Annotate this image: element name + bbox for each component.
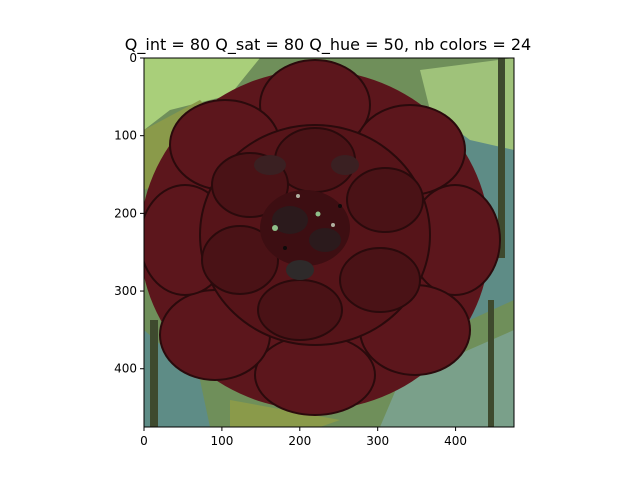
petal xyxy=(254,334,376,416)
inner-petal xyxy=(257,279,343,341)
stamen-speck xyxy=(331,223,335,227)
y-tick-label: 300 xyxy=(114,284,137,298)
y-tick-label: 100 xyxy=(114,129,137,143)
inner-petal xyxy=(346,167,424,233)
axes-frame xyxy=(143,57,515,428)
stamen-speck xyxy=(338,204,342,208)
y-tick-label: 400 xyxy=(114,362,137,376)
teal-region-bottom-left xyxy=(144,330,210,427)
inner-petal xyxy=(201,225,279,295)
light-leaf-right xyxy=(420,58,514,150)
stamen-speck xyxy=(296,194,300,198)
x-tick-label: 300 xyxy=(366,434,389,448)
x-axis: 0 100 200 300 400 xyxy=(140,427,467,448)
inner-petal xyxy=(339,247,421,313)
olive-region-bottom xyxy=(230,400,340,427)
dark-petal-tip xyxy=(254,155,286,175)
y-tick-label: 0 xyxy=(129,51,137,65)
x-tick-label: 400 xyxy=(444,434,467,448)
x-tick-label: 200 xyxy=(288,434,311,448)
teal-region-bottom-right xyxy=(380,330,514,427)
flower xyxy=(144,59,501,416)
dark-petal-tip xyxy=(286,260,314,280)
stem-left xyxy=(150,320,158,427)
x-tick-label: 100 xyxy=(210,434,233,448)
y-axis: 0 100 200 300 400 xyxy=(114,51,144,376)
light-leaf-top-left xyxy=(144,58,260,130)
x-tick-label: 0 xyxy=(140,434,148,448)
stem-right-top xyxy=(498,58,505,258)
center-shadow xyxy=(272,206,308,234)
chart-title: Q_int = 80 Q_sat = 80 Q_hue = 50, nb col… xyxy=(125,35,531,55)
center-shadow xyxy=(309,228,341,252)
y-tick-label: 200 xyxy=(114,206,137,220)
dark-petal-tip xyxy=(331,155,359,175)
stem-right-bottom xyxy=(488,300,494,427)
stamen-speck xyxy=(283,246,287,250)
stamen-speck xyxy=(315,211,321,217)
stamen-speck xyxy=(272,225,278,231)
quantized-flower-image xyxy=(144,58,514,427)
